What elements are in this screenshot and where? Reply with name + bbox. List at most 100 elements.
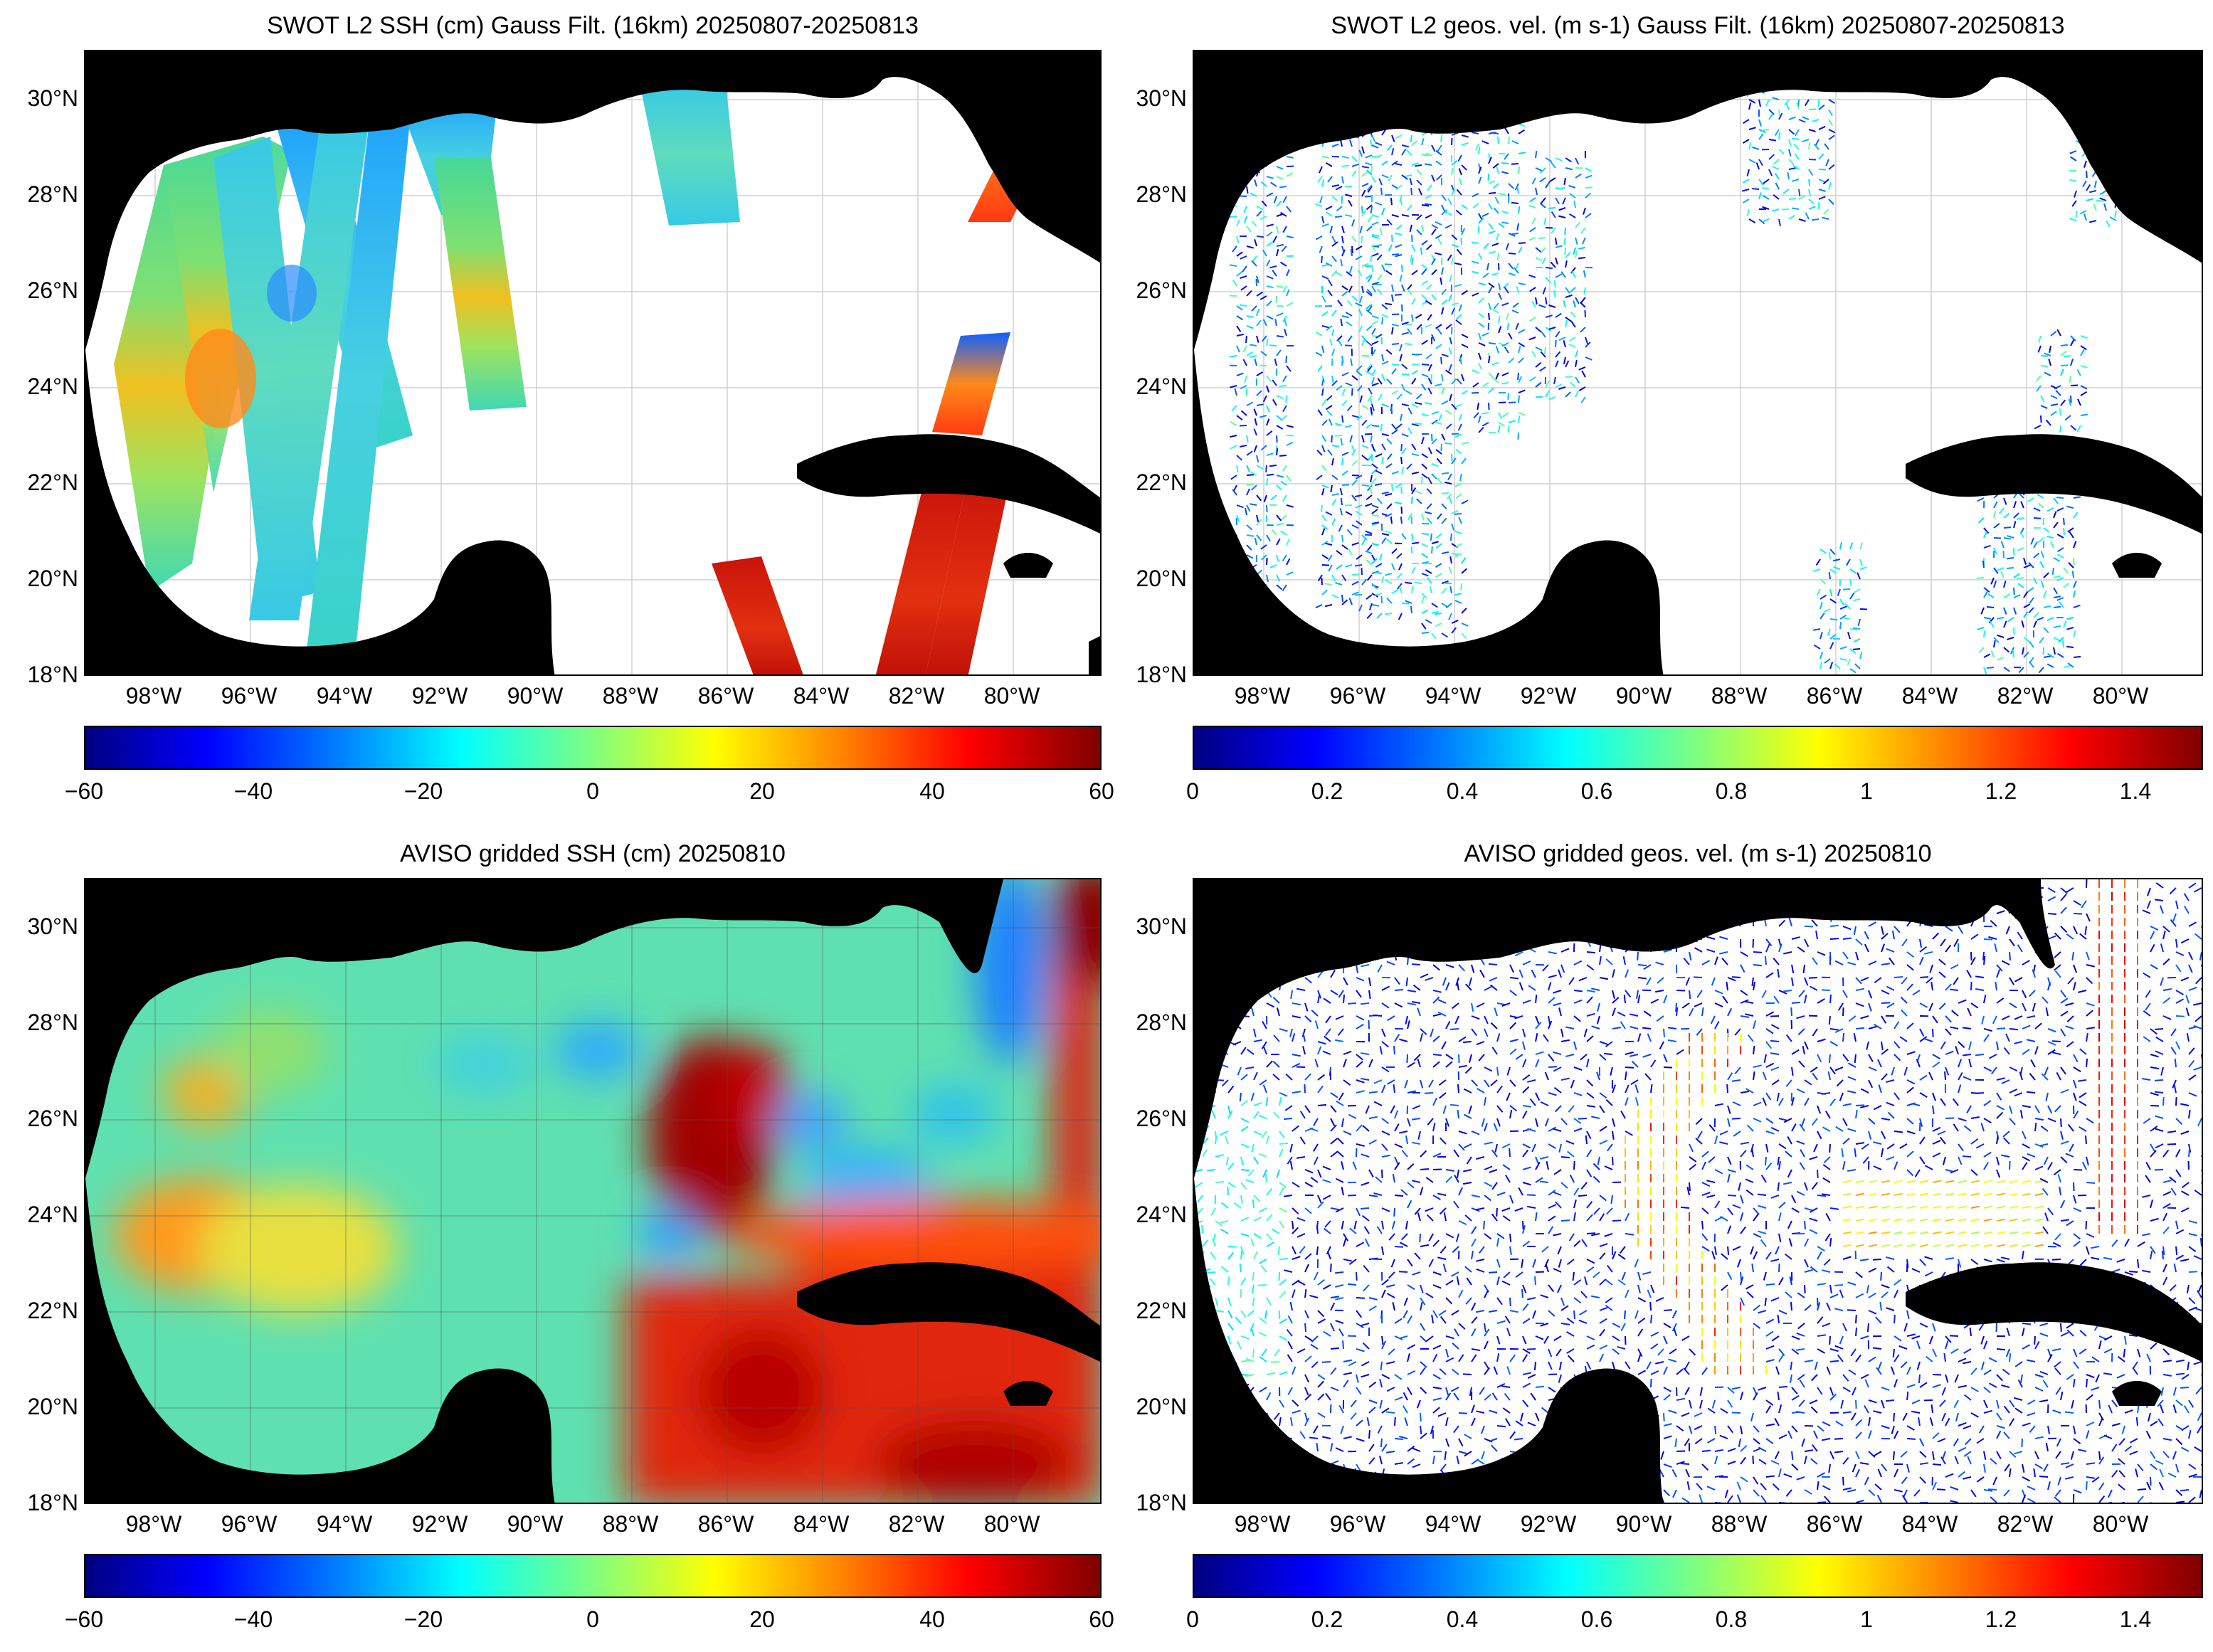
- velocity-arrow: [1421, 280, 1429, 285]
- velocity-arrow: [1868, 1310, 1877, 1315]
- velocity-arrow: [1983, 1151, 1992, 1158]
- velocity-arrow: [1465, 983, 1472, 991]
- velocity-arrow: [2175, 1118, 2183, 1126]
- velocity-arrow: [1420, 1297, 1426, 1306]
- velocity-arrow: [1727, 1156, 1732, 1165]
- velocity-arrow: [1361, 435, 1365, 443]
- velocity-arrow: [2068, 562, 2074, 568]
- velocity-arrow: [1330, 1302, 1336, 1311]
- velocity-arrow: [1451, 403, 1457, 411]
- velocity-arrow: [1839, 1092, 1844, 1101]
- velocity-arrow: [1445, 1020, 1451, 1029]
- map-aviso-ssh[interactable]: [84, 878, 1102, 1504]
- velocity-arrow: [1518, 412, 1526, 416]
- velocity-arrow: [2063, 567, 2069, 574]
- velocity-arrow: [1906, 1118, 1914, 1125]
- velocity-arrow: [1375, 593, 1383, 596]
- velocity-arrow: [2043, 1156, 2049, 1165]
- map-swot-ssh[interactable]: [84, 50, 1102, 676]
- velocity-arrow: [1349, 435, 1353, 443]
- velocity-arrow: [1818, 153, 1824, 160]
- velocity-arrow: [1448, 294, 1452, 302]
- velocity-arrow: [1637, 1284, 1641, 1293]
- velocity-arrow: [2022, 1162, 2028, 1170]
- velocity-arrow: [1361, 1077, 1370, 1081]
- velocity-arrow: [1317, 990, 1322, 999]
- velocity-arrow: [1341, 457, 1344, 466]
- velocity-arrow: [2033, 541, 2038, 549]
- velocity-arrow: [1328, 564, 1333, 572]
- velocity-arrow: [1407, 1163, 1415, 1170]
- velocity-arrow: [1940, 1041, 1946, 1049]
- velocity-arrow: [1478, 312, 1485, 319]
- velocity-arrow: [2050, 403, 2058, 406]
- velocity-arrow: [2142, 909, 2151, 914]
- velocity-arrow: [1753, 951, 1763, 953]
- velocity-arrow: [1243, 216, 1247, 223]
- velocity-arrow: [2066, 505, 2074, 509]
- velocity-arrow: [1597, 1002, 1600, 1012]
- velocity-arrow: [1381, 317, 1384, 325]
- velocity-arrow: [1770, 1297, 1780, 1302]
- velocity-arrow: [1262, 1021, 1267, 1029]
- velocity-arrow: [1355, 475, 1363, 480]
- velocity-arrow: [1367, 485, 1373, 492]
- velocity-arrow: [1330, 1150, 1338, 1158]
- velocity-arrow: [1796, 1015, 1805, 1020]
- velocity-arrow: [1326, 405, 1333, 411]
- velocity-arrow: [1529, 197, 1536, 203]
- velocity-arrow: [1282, 494, 1287, 502]
- velocity-arrow: [2053, 605, 2061, 608]
- velocity-arrow: [1528, 204, 1536, 208]
- velocity-arrow: [1245, 508, 1247, 516]
- velocity-arrow: [1993, 537, 2002, 539]
- velocity-arrow: [1330, 1323, 1335, 1332]
- velocity-arrow: [1982, 951, 1985, 961]
- velocity-arrow: [1335, 1297, 1344, 1301]
- velocity-arrow: [1719, 936, 1728, 940]
- velocity-arrow: [1612, 1118, 1616, 1127]
- velocity-arrow: [1548, 951, 1557, 955]
- velocity-arrow: [1369, 487, 1373, 494]
- velocity-arrow: [1256, 319, 1262, 327]
- velocity-arrow: [1625, 1066, 1634, 1069]
- map-swot-vel[interactable]: [1193, 50, 2203, 676]
- velocity-arrow: [1940, 1098, 1946, 1106]
- velocity-arrow: [2047, 1162, 2053, 1170]
- velocity-arrow: [1788, 159, 1795, 166]
- velocity-arrow: [1206, 1271, 1216, 1274]
- velocity-arrow: [1765, 1318, 1775, 1324]
- velocity-arrow: [2017, 944, 2023, 953]
- velocity-arrow: [1286, 365, 1292, 372]
- velocity-arrow: [1361, 1214, 1370, 1222]
- velocity-arrow: [1586, 1344, 1595, 1350]
- velocity-arrow: [1286, 156, 1294, 159]
- velocity-arrow: [1778, 218, 1781, 227]
- velocity-arrow: [1689, 1156, 1697, 1163]
- velocity-arrow: [1276, 226, 1279, 233]
- velocity-arrow: [1390, 1259, 1395, 1268]
- velocity-arrow: [1334, 435, 1343, 437]
- velocity-arrow: [1420, 1079, 1424, 1089]
- velocity-arrow: [1421, 294, 1427, 301]
- velocity-arrow: [1321, 378, 1324, 386]
- velocity-arrow: [1221, 1266, 1229, 1273]
- map-aviso-vel[interactable]: [1193, 878, 2203, 1504]
- velocity-arrow: [1317, 970, 1324, 978]
- velocity-arrow: [1826, 1302, 1831, 1311]
- velocity-arrow: [1461, 623, 1469, 627]
- velocity-arrow: [1390, 1105, 1395, 1114]
- velocity-arrow: [1227, 1335, 1232, 1345]
- velocity-arrow: [1842, 1256, 1852, 1260]
- velocity-arrow: [2103, 203, 2107, 211]
- velocity-arrow: [1919, 1136, 1926, 1145]
- velocity-arrow: [1351, 295, 1358, 302]
- velocity-arrow: [1426, 244, 1432, 250]
- velocity-arrow: [1227, 1276, 1230, 1286]
- velocity-arrow: [1825, 159, 1829, 166]
- velocity-arrow: [1381, 1154, 1390, 1158]
- velocity-arrow: [1980, 1335, 1985, 1345]
- velocity-arrow: [1975, 1054, 1985, 1057]
- velocity-arrow: [1558, 1259, 1562, 1268]
- velocity-arrow: [1347, 300, 1353, 307]
